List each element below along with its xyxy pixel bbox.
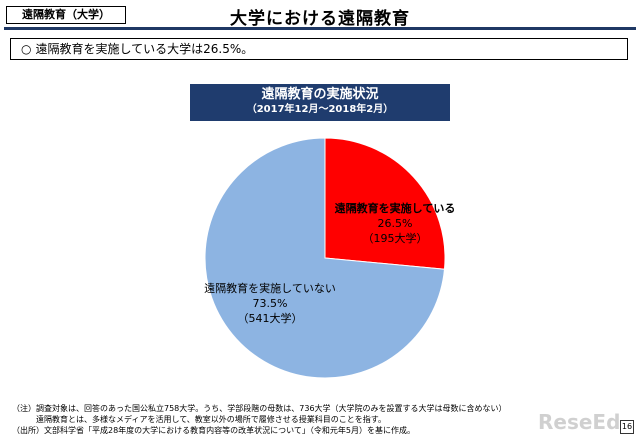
- page-title: 大学における遠隔教育: [230, 9, 410, 29]
- section-tag: 遠隔教育（大学）: [6, 6, 126, 24]
- summary-text: 遠隔教育を実施している大学は26.5%。: [35, 42, 254, 56]
- percent-not-implemented: 73.5%: [253, 297, 288, 310]
- label-not-implemented: 遠隔教育を実施していない: [204, 281, 336, 295]
- summary-box: ○ 遠隔教育を実施している大学は26.5%。: [10, 38, 628, 60]
- chart-period: （2017年12月～2018年2月）: [246, 104, 394, 115]
- bullet-circle: ○: [21, 42, 32, 56]
- chart-title: 遠隔教育の実施状況: [261, 87, 379, 102]
- percent-implemented: 26.5%: [378, 217, 413, 230]
- count-not-implemented: （541大学）: [238, 311, 303, 325]
- footnotes: （注）調査対象は、回答のあった国公私立758大学。うち、学部段階の母数は、736…: [12, 403, 532, 436]
- page-number: 16: [620, 420, 634, 434]
- label-implemented: 遠隔教育を実施している: [335, 201, 456, 215]
- chart-header: 遠隔教育の実施状況 （2017年12月～2018年2月）: [190, 84, 450, 121]
- note-line-2: 遠隔教育とは、多様なメディアを活用して、教室以外の場所で履修させる授業科目のこと…: [36, 415, 386, 424]
- title-rule: [4, 27, 636, 30]
- note-line-3: （出所）文部科学省「平成28年度の大学における教育内容等の改革状況について」（令…: [12, 426, 416, 435]
- resemom-logo: ReseEd: [538, 410, 621, 434]
- note-line-1: （注）調査対象は、回答のあった国公私立758大学。うち、学部段階の母数は、736…: [12, 404, 507, 413]
- slice-not-implemented: [204, 137, 446, 379]
- slice-implemented: [324, 137, 446, 270]
- count-implemented: （195大学）: [363, 231, 428, 245]
